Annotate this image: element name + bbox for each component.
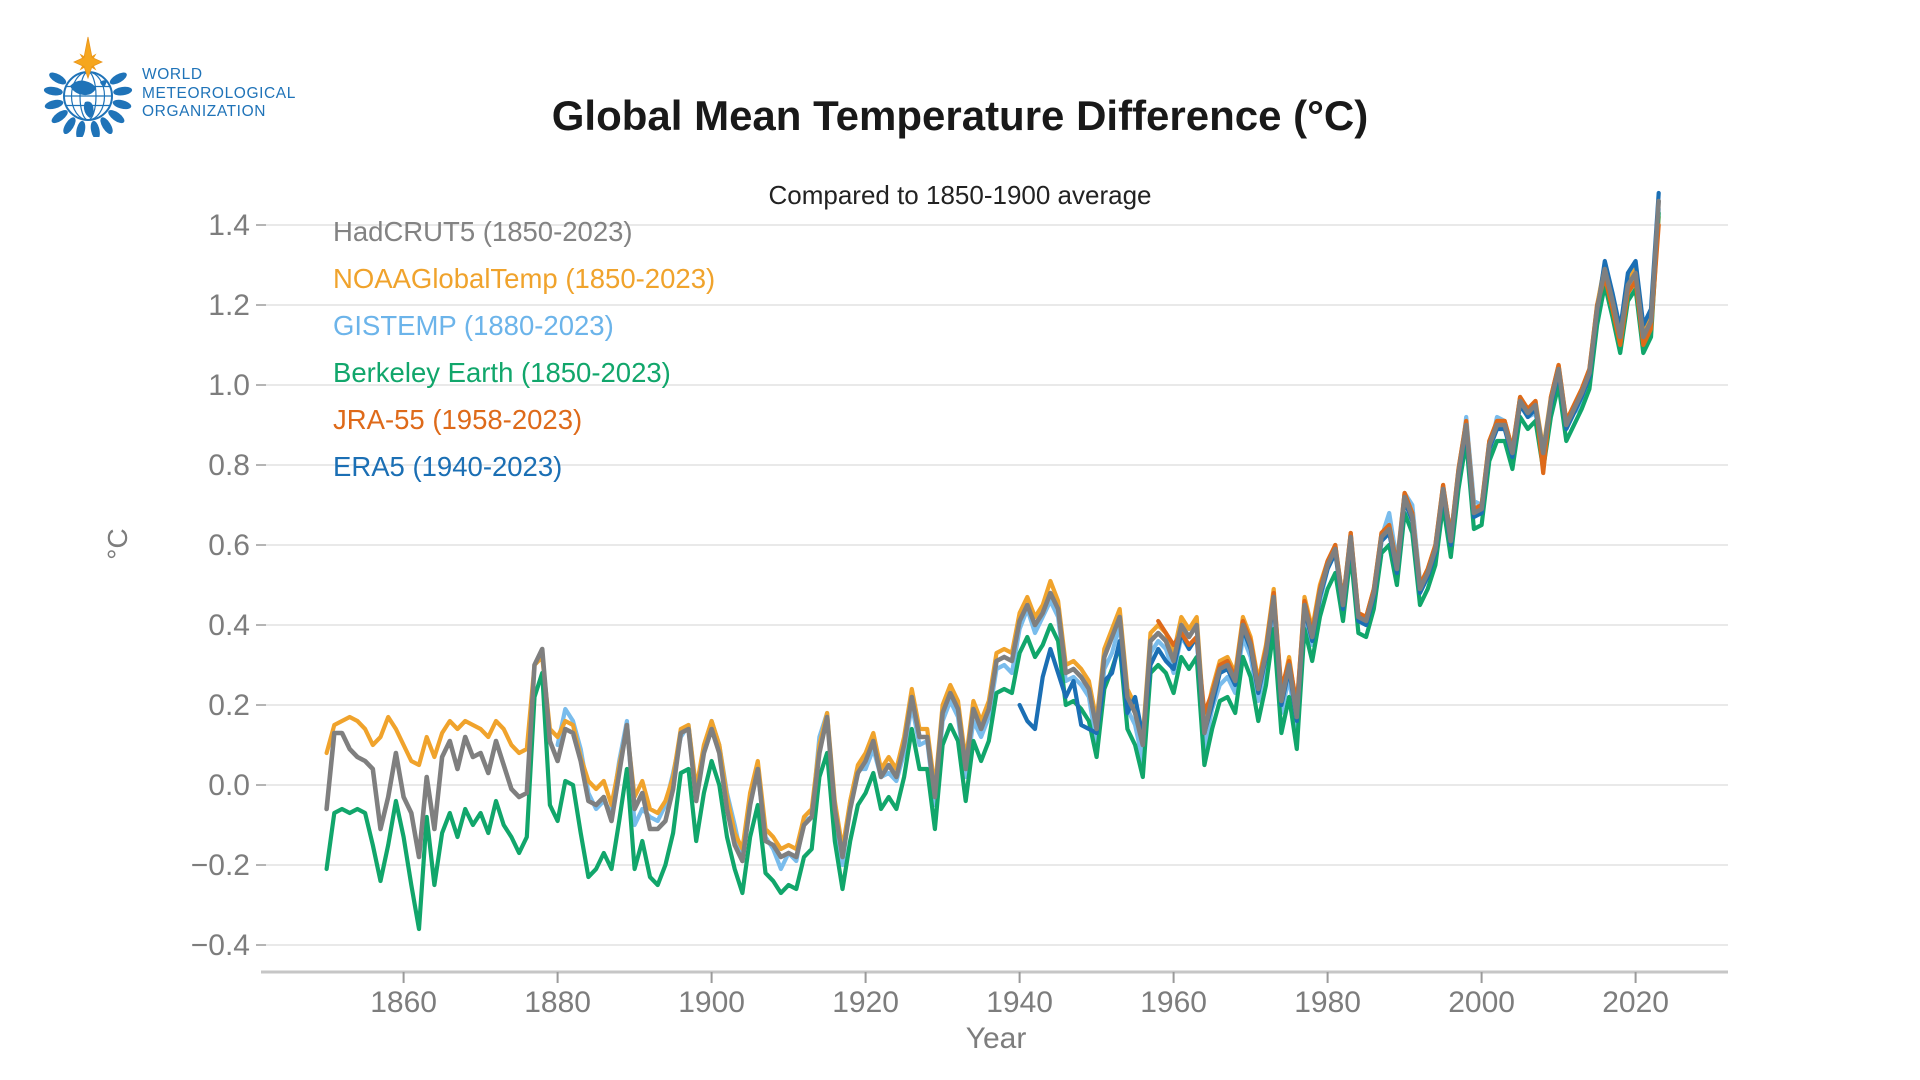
y-tick-label: 1.0 xyxy=(208,369,250,402)
wmo-logo: WORLD METEOROLOGICAL ORGANIZATION xyxy=(30,22,350,137)
y-tick-label: 0.0 xyxy=(208,769,250,802)
series-line-hadcrut5 xyxy=(324,198,1661,864)
logo-line-meteorological: METEOROLOGICAL xyxy=(142,84,296,102)
x-tick-label: 1960 xyxy=(1140,986,1207,1019)
x-tick-label: 1900 xyxy=(678,986,745,1019)
wreath-leaf-icon xyxy=(113,86,133,96)
y-tick-label: 0.8 xyxy=(208,449,250,482)
x-tick-label: 1980 xyxy=(1294,986,1361,1019)
wreath-leaf-icon xyxy=(63,117,76,135)
wreath-leaf-icon xyxy=(76,120,86,137)
wreath-leaf-icon xyxy=(44,99,64,110)
wreath-leaf-icon xyxy=(43,86,63,96)
y-tick-label: 1.4 xyxy=(208,209,250,242)
wmo-logo-text: WORLD METEOROLOGICAL ORGANIZATION xyxy=(142,66,296,122)
y-tick-label: 0.6 xyxy=(208,529,250,562)
legend-item: JRA-55 (1958-2023) xyxy=(333,404,583,435)
x-tick-label: 1880 xyxy=(524,986,591,1019)
x-tick-label: 1940 xyxy=(986,986,1053,1019)
legend-item: HadCRUT5 (1850-2023) xyxy=(333,216,633,247)
globe-icon xyxy=(63,71,113,121)
logo-line-organization: ORGANIZATION xyxy=(142,103,267,121)
legend-item: GISTEMP (1880-2023) xyxy=(333,310,614,341)
laurel-wreath-icon xyxy=(43,72,133,137)
x-tick-label: 2020 xyxy=(1602,986,1669,1019)
x-tick-label: 1920 xyxy=(832,986,899,1019)
wreath-leaf-icon xyxy=(49,72,67,85)
x-tick-label: 2000 xyxy=(1448,986,1515,1019)
x-axis-title: Year xyxy=(965,1022,1027,1055)
y-tick-label: 1.2 xyxy=(208,289,250,322)
legend-item: Berkeley Earth (1850-2023) xyxy=(333,357,671,388)
y-tick-label: 0.2 xyxy=(208,689,250,722)
x-tick-label: 1860 xyxy=(370,986,437,1019)
wreath-leaf-icon xyxy=(108,110,125,124)
wreath-leaf-icon xyxy=(51,110,68,124)
chart-title: Global Mean Temperature Difference (°C) xyxy=(551,92,1369,139)
legend-item: NOAAGlobalTemp (1850-2023) xyxy=(333,263,716,294)
chart-subtitle: Compared to 1850-1900 average xyxy=(768,180,1152,210)
legend-item: ERA5 (1940-2023) xyxy=(333,451,563,482)
compass-star-icon xyxy=(73,36,103,80)
wreath-leaf-icon xyxy=(100,117,113,135)
logo-line-world: WORLD xyxy=(142,66,203,83)
y-tick-label: 0.4 xyxy=(208,609,250,642)
wreath-leaf-icon xyxy=(90,120,100,137)
y-tick-label: −0.2 xyxy=(191,849,250,882)
legend: HadCRUT5 (1850-2023) NOAAGlobalTemp (1850… xyxy=(333,212,715,494)
series-line-jra-55 xyxy=(1156,222,1661,716)
y-axis-title: °C xyxy=(102,528,133,560)
y-tick-label: −0.4 xyxy=(191,929,250,962)
wmo-emblem-icon xyxy=(43,36,133,137)
wreath-leaf-icon xyxy=(109,72,127,85)
wreath-leaf-icon xyxy=(112,99,132,110)
